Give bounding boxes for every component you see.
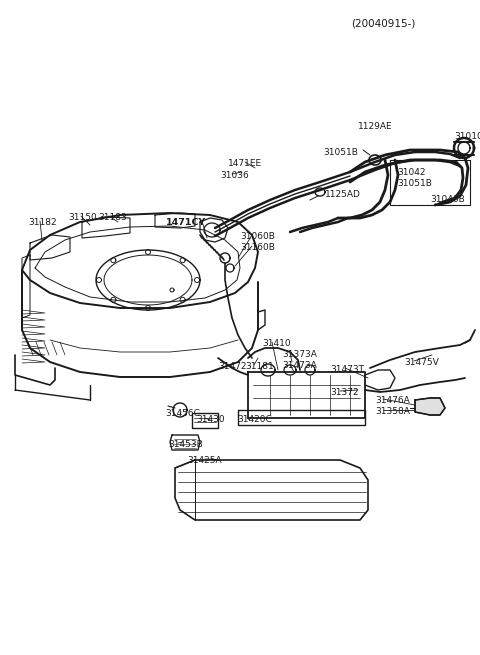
Text: 31010: 31010 bbox=[454, 132, 480, 141]
Text: 31472: 31472 bbox=[218, 362, 247, 371]
Text: 31410: 31410 bbox=[262, 339, 290, 348]
Text: 31358A: 31358A bbox=[375, 407, 410, 416]
Text: 31475V: 31475V bbox=[404, 358, 439, 367]
Text: 31042: 31042 bbox=[397, 168, 425, 177]
Text: 1471EE: 1471EE bbox=[228, 159, 262, 168]
Text: 31425A: 31425A bbox=[187, 456, 222, 465]
Text: 31051B: 31051B bbox=[323, 148, 358, 157]
Text: 31372: 31372 bbox=[330, 388, 359, 397]
Text: 1129AE: 1129AE bbox=[358, 122, 393, 131]
Text: 31456C: 31456C bbox=[165, 409, 200, 418]
Text: 31430: 31430 bbox=[196, 415, 225, 424]
Text: 31182: 31182 bbox=[28, 218, 57, 227]
Text: 31040B: 31040B bbox=[430, 195, 465, 204]
Text: 31373A: 31373A bbox=[282, 350, 317, 359]
Text: 31181: 31181 bbox=[245, 362, 274, 371]
Text: 31060B: 31060B bbox=[240, 232, 275, 241]
Text: 31036: 31036 bbox=[220, 171, 249, 180]
Text: 1125AD: 1125AD bbox=[325, 190, 361, 199]
Text: 31183: 31183 bbox=[98, 213, 127, 222]
Text: 31150: 31150 bbox=[68, 213, 97, 222]
Text: (20040915-): (20040915-) bbox=[350, 18, 415, 28]
Text: 31160B: 31160B bbox=[240, 243, 275, 252]
Text: 31473T: 31473T bbox=[330, 365, 364, 374]
Text: 31051B: 31051B bbox=[397, 179, 432, 188]
Text: 31476A: 31476A bbox=[375, 396, 410, 405]
Text: 31473A: 31473A bbox=[282, 361, 317, 370]
Polygon shape bbox=[415, 398, 445, 415]
Text: 31453B: 31453B bbox=[168, 440, 203, 449]
Text: 31420C: 31420C bbox=[237, 415, 272, 424]
Text: 1471CY: 1471CY bbox=[166, 218, 206, 227]
